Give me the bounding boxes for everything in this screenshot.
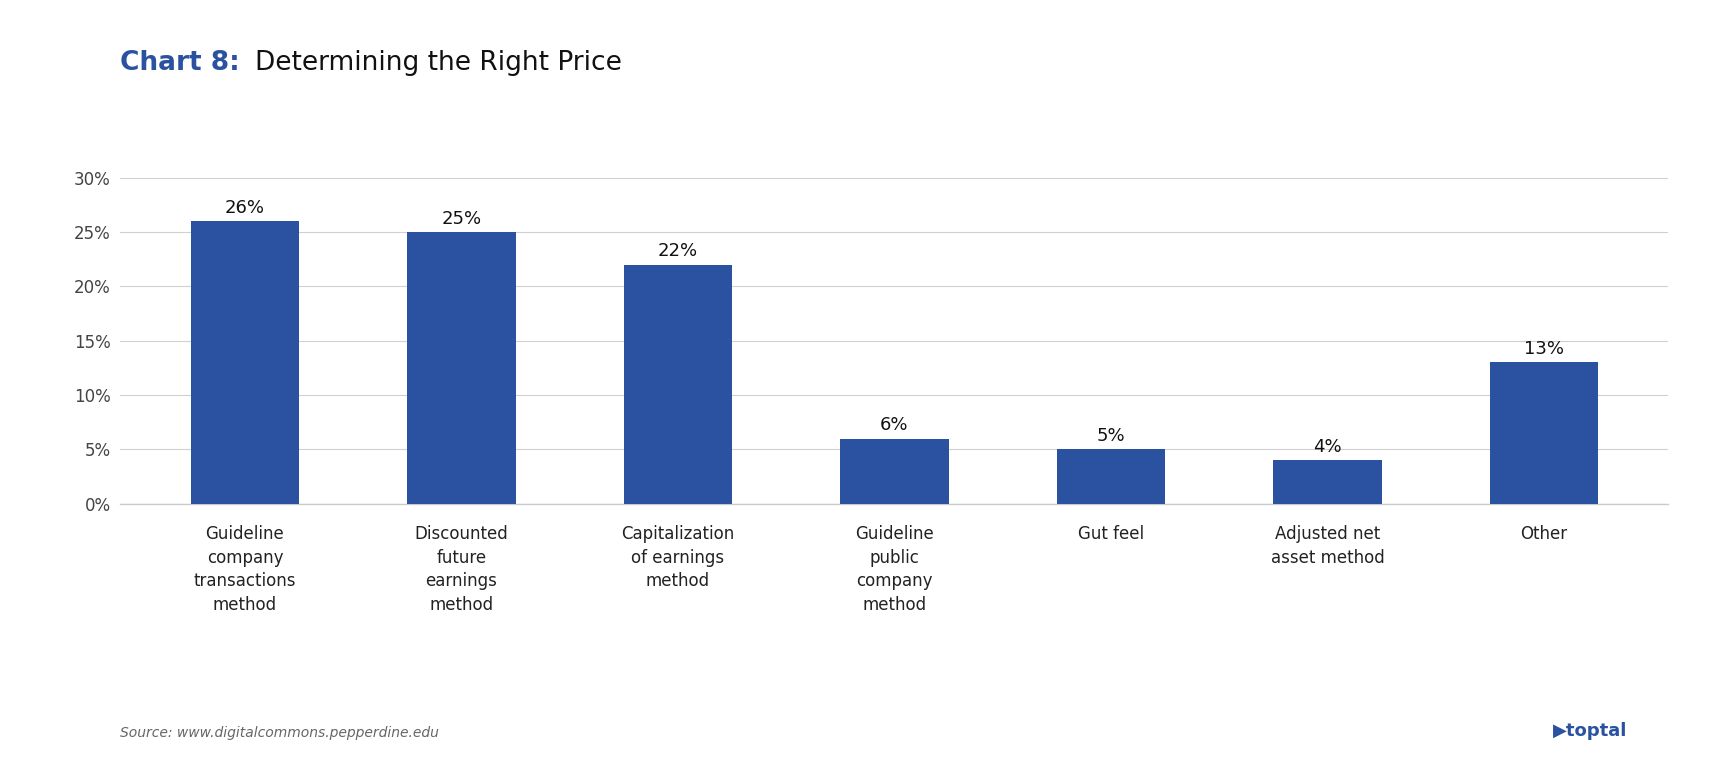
Text: ▶toptal: ▶toptal <box>1553 722 1627 740</box>
Text: Determining the Right Price: Determining the Right Price <box>255 50 621 77</box>
Text: 13%: 13% <box>1524 340 1563 358</box>
Bar <box>1056 449 1164 504</box>
Text: 4%: 4% <box>1312 438 1342 456</box>
Text: Chart 8:: Chart 8: <box>120 50 241 77</box>
Bar <box>408 232 516 504</box>
Text: 22%: 22% <box>657 243 698 260</box>
Text: 5%: 5% <box>1097 427 1125 445</box>
Text: 26%: 26% <box>225 198 265 217</box>
Bar <box>1273 460 1381 504</box>
Text: 6%: 6% <box>881 416 908 434</box>
Text: 25%: 25% <box>442 209 482 228</box>
Text: Source: www.digitalcommons.pepperdine.edu: Source: www.digitalcommons.pepperdine.ed… <box>120 726 439 740</box>
Bar <box>841 439 948 504</box>
Bar <box>624 264 733 504</box>
Bar <box>1490 363 1598 504</box>
Bar <box>191 221 299 504</box>
